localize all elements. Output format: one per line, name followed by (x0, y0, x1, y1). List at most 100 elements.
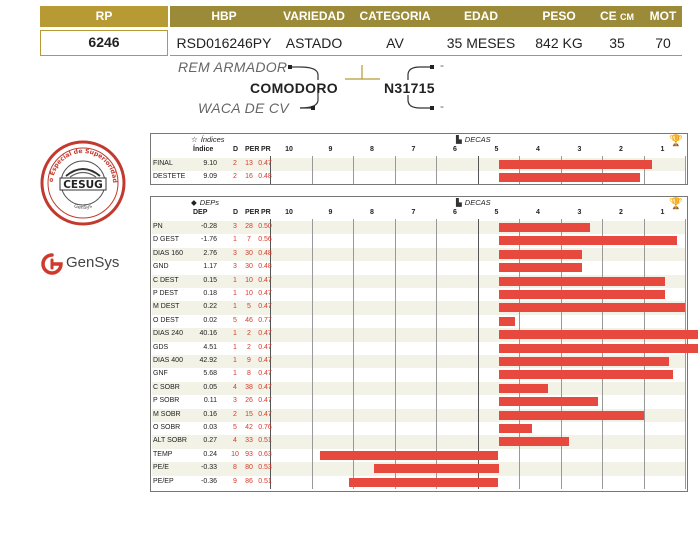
pedigree-sire: COMODORO (250, 80, 338, 96)
indices-grid-line (602, 156, 604, 184)
bar-chart-icon: ▙ (456, 135, 462, 144)
deps-row-name: M DEST (153, 303, 180, 311)
col-categoria-label: CATEGORIA (359, 9, 431, 23)
pedigree-sire-sire: REM ARMADOR (178, 59, 288, 75)
deps-row-precision: 0.51 (258, 437, 272, 445)
col-ce-label: CE CM (594, 6, 640, 27)
col-mot-label: MOT (649, 9, 677, 23)
deps-row-name: GNF (153, 370, 168, 378)
indices-deca-tick: 5 (494, 146, 499, 153)
deps-row-precision: 0.63 (258, 450, 272, 458)
deps-row-precision: 0.51 (258, 477, 272, 485)
deps-deca-bar (498, 316, 516, 326)
deps-deca-bar (498, 370, 673, 380)
deps-row-deca: 1 (233, 370, 237, 378)
deps-row-value: 1.17 (203, 263, 217, 271)
deps-deca-tick: 9 (328, 209, 333, 216)
indices-row-percentile: 13 (245, 160, 253, 167)
header-labels: RP HBP VARIEDAD CATEGORIA EDAD PESO CE C… (40, 6, 682, 27)
deps-row-precision: 0.47 (258, 370, 272, 378)
star-icon: ☆ (191, 135, 198, 144)
seal-bottom-text: GenSys (73, 203, 93, 211)
deps-row-precision: 0.47 (258, 343, 272, 351)
col-edad-label: EDAD (463, 9, 498, 23)
deps-row-name: GDS (153, 343, 169, 351)
deps-row-percentile: 2 (247, 343, 251, 351)
deps-row-deca: 9 (233, 477, 237, 485)
deps-deca-tick: 1 (660, 209, 665, 216)
deps-grid-line (270, 219, 272, 489)
deps-deca-bar (498, 397, 599, 407)
deps-row-precision: 0.53 (258, 464, 272, 472)
edad-value: 35 MESES (446, 35, 516, 51)
gensys-logo: GenSys (40, 250, 130, 276)
deps-row-percentile: 38 (245, 383, 253, 391)
deps-col-header: DEP (193, 209, 208, 216)
deps-row-name: P DEST (153, 290, 179, 297)
deps-deca-bar (498, 236, 677, 246)
indices-col-header: D (233, 146, 239, 153)
deps-row-precision: 0.47 (258, 383, 272, 391)
mot-value: 70 (655, 35, 671, 51)
deps-row-value: -0.28 (201, 223, 217, 230)
deps-row-deca: 3 (233, 263, 237, 271)
deps-deca-bar (498, 424, 532, 433)
deps-row-name: PN (153, 223, 163, 230)
deps-row-name: DIAS 400 (153, 357, 183, 364)
col-rp-label: RP (40, 6, 168, 27)
deps-row-percentile: 93 (245, 450, 253, 458)
deps-row-deca: 1 (233, 343, 237, 351)
deps-row-percentile: 86 (245, 477, 253, 485)
deps-row-deca: 1 (233, 236, 237, 244)
deps-deca-bar (320, 450, 499, 460)
deps-deca-bar (498, 383, 549, 393)
svg-text:GenSys: GenSys (73, 203, 93, 211)
deps-row-name: O SOBR (153, 424, 181, 431)
deps-row-precision: 0.77 (258, 316, 272, 324)
deps-row-name: PE/E (153, 464, 169, 472)
deps-deca-bar (349, 477, 499, 487)
deps-row-percentile: 80 (245, 464, 253, 472)
indices-deca-tick: 9 (328, 146, 333, 153)
deps-row-name: P SOBR (153, 397, 180, 405)
deps-deca-tick: 4 (536, 209, 540, 216)
deps-row-deca: 1 (233, 276, 237, 284)
deps-row-name: C SOBR (153, 383, 180, 391)
deps-row-precision: 0.47 (258, 290, 272, 297)
indices-grid-line (394, 156, 396, 184)
deps-grid-line (436, 219, 438, 489)
deps-row-precision: 0.50 (258, 223, 272, 230)
deps-row-percentile: 2 (247, 330, 251, 338)
indices-grid-line (353, 156, 355, 184)
indices-row-value: 9.10 (203, 160, 217, 167)
deps-row-name: ALT SOBR (153, 437, 187, 445)
indices-deca-tick: 10 (285, 146, 293, 153)
indices-row-deca: 2 (233, 173, 237, 180)
deps-col-header: PER (245, 209, 260, 216)
deps-row-value: 0.22 (203, 303, 217, 311)
deps-row-value: 4.51 (203, 343, 217, 351)
deps-row-percentile: 33 (245, 437, 253, 445)
deps-row-percentile: 30 (245, 249, 253, 257)
deps-row-deca: 8 (233, 464, 237, 472)
deps-row-precision: 0.47 (258, 357, 272, 364)
indices-panel: ☆ Índices ▙ DECAS 🏆 Índice D PER PR 10 9 8 7 6 5 4 3 2 1 FI… (150, 133, 688, 185)
deps-deca-tick: 3 (577, 209, 582, 216)
peso-value: 842 KG (535, 35, 583, 51)
indices-grid-line (311, 156, 313, 184)
indices-row-name: DESTETE (153, 173, 186, 180)
deps-row-name: M SOBR (153, 410, 181, 418)
header-underline (170, 55, 682, 56)
deps-grid-line (560, 219, 562, 489)
deps-row-precision: 0.47 (258, 330, 272, 338)
indices-col-header: PER (245, 146, 260, 153)
indices-deca-bar (498, 173, 640, 182)
indices-row-precision: 0.48 (258, 173, 272, 180)
col-variedad-label: VARIEDAD (283, 9, 345, 23)
deps-row-name: O DEST (153, 316, 180, 324)
deps-row-deca: 4 (233, 437, 237, 445)
indices-row-precision: 0.47 (258, 160, 272, 167)
indices-col-header: PR (261, 146, 271, 153)
deps-row-percentile: 10 (245, 276, 253, 284)
header-values: 6246 RSD016246PY ASTADO AV 35 MESES 842 … (40, 30, 682, 56)
